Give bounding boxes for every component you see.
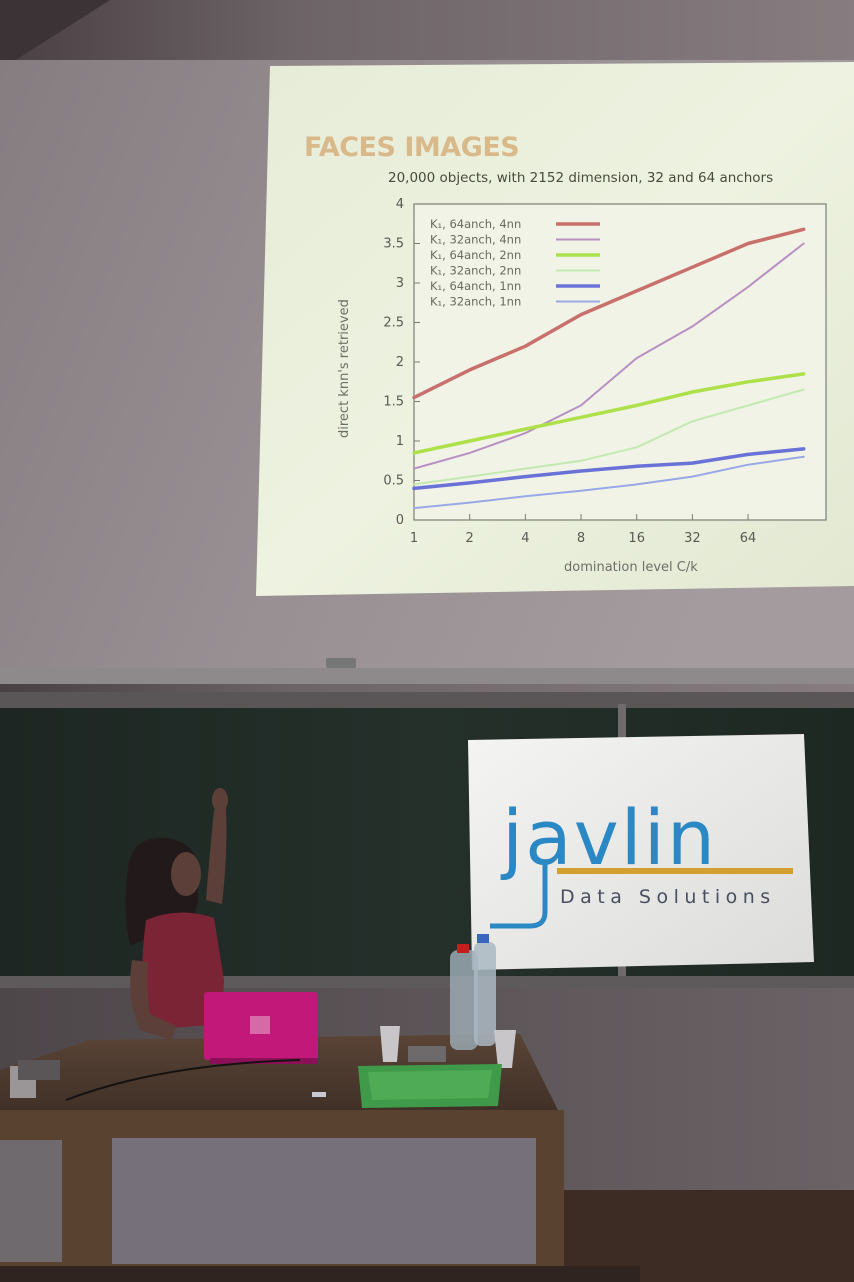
y-tick-label: 3 <box>396 276 404 291</box>
laptop-logo <box>250 1016 270 1034</box>
x-tick-label: 8 <box>577 531 585 546</box>
device-on-desk <box>408 1046 446 1062</box>
x-tick-label: 16 <box>628 531 645 546</box>
slide-subtitle: 20,000 objects, with 2152 dimension, 32 … <box>388 170 773 186</box>
tray-inner <box>368 1070 492 1100</box>
series-line <box>412 447 806 491</box>
banner-logo-hook <box>490 862 548 929</box>
slide-title: FACES IMAGES <box>304 132 519 163</box>
screen-bottom-bar <box>0 668 854 684</box>
projected-slide: FACES IMAGES 20,000 objects, with 2152 d… <box>256 62 854 596</box>
x-tick-label: 64 <box>740 531 757 546</box>
paper-cup-2 <box>494 1030 516 1068</box>
legend-entry-label: K₁, 64anch, 2nn <box>430 248 521 262</box>
pen <box>312 1092 326 1097</box>
paper-cup-1 <box>380 1026 400 1062</box>
y-tick-label: 0.5 <box>383 474 404 489</box>
presenter-face <box>171 852 201 896</box>
legend-entry-label: K₁, 32anch, 1nn <box>430 295 521 309</box>
banner-brand-logo: javlin <box>500 793 717 882</box>
series-line <box>412 227 806 400</box>
y-axis-label: direct knn's retrieved <box>337 299 352 438</box>
y-tick-label: 1 <box>396 434 404 449</box>
legend-entry-label: K₁, 64anch, 1nn <box>430 279 521 293</box>
banner-logo-underline <box>557 868 793 874</box>
y-tick-label: 4 <box>396 197 404 212</box>
water-bottle-2 <box>474 942 496 1046</box>
series-line <box>413 388 805 486</box>
x-axis-label: domination level C/k <box>564 560 698 575</box>
y-axis-ticks: 0 0.5 1 1.5 2 2.5 3 3.5 4 <box>383 197 420 528</box>
line-chart: 0 0.5 1 1.5 2 2.5 3 3.5 4 1 2 4 8 16 32 64 K₁, 64anch,… <box>337 197 827 575</box>
y-tick-label: 3.5 <box>383 237 404 252</box>
presenter <box>125 788 228 1040</box>
series-line <box>413 455 805 510</box>
desk-items <box>10 934 516 1108</box>
y-tick-label: 2 <box>396 355 404 370</box>
water-bottle-1 <box>450 950 478 1050</box>
x-tick-label: 4 <box>521 531 529 546</box>
series-line <box>412 372 806 455</box>
bottle-cap-1 <box>457 944 469 953</box>
wall-box <box>18 1060 60 1080</box>
ceiling-corner <box>0 0 110 70</box>
desk-panel-left <box>0 1140 62 1262</box>
chalkboard-frame <box>0 692 854 712</box>
legend-entry-label: K₁, 32anch, 4nn <box>430 233 521 247</box>
series-line <box>413 242 805 470</box>
x-tick-label: 1 <box>410 531 418 546</box>
legend-entry-label: K₁, 64anch, 4nn <box>430 217 521 231</box>
x-tick-label: 32 <box>684 531 701 546</box>
series-lines <box>412 227 806 510</box>
banner-tagline: Data Solutions <box>560 886 776 908</box>
laptop-cable <box>65 1059 301 1101</box>
screen-pull-handle <box>326 658 356 668</box>
sponsor-banner: javlin Data Solutions <box>468 734 814 970</box>
y-tick-label: 0 <box>396 513 404 528</box>
presenter-hand <box>212 788 228 812</box>
bottle-cap-2 <box>477 934 489 943</box>
presenter-left-arm <box>130 960 176 1040</box>
y-tick-label: 2.5 <box>383 316 404 331</box>
x-tick-label: 2 <box>466 531 474 546</box>
x-axis-ticks: 1 2 4 8 16 32 64 <box>410 514 756 546</box>
banner-board <box>468 734 814 970</box>
chalk-ledge <box>0 976 854 988</box>
presenter-top <box>142 912 224 1030</box>
desk-panel-right <box>112 1138 536 1264</box>
legend-entry-label: K₁, 32anch, 2nn <box>430 264 521 278</box>
presenter-raised-arm <box>206 808 227 904</box>
y-tick-label: 1.5 <box>383 395 404 410</box>
desk-base <box>0 1266 640 1282</box>
